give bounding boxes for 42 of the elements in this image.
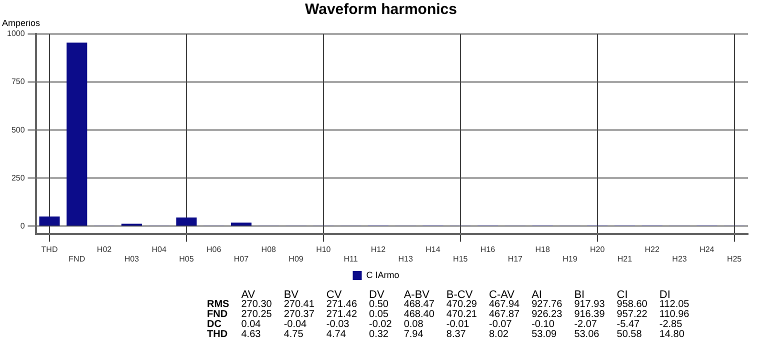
y-tick-label: 0	[20, 221, 26, 230]
x-tick-label: H13	[398, 254, 414, 264]
x-tick-label: H20	[590, 244, 606, 254]
x-tick-label: H24	[700, 244, 715, 254]
bar	[66, 42, 88, 226]
x-tick-label: H19	[562, 254, 578, 264]
x-tick-label: H06	[206, 244, 222, 254]
x-tick-label: H07	[234, 254, 250, 264]
text: DC 0.04 -0.04 -0.03 -0.02 0.08 -0.01 -0.07 -0.10 -2.07 -5.47 -2.85	[207, 319, 682, 330]
x-tick-label: H15	[453, 254, 468, 264]
x-tick-label: H08	[261, 244, 277, 254]
bar	[176, 217, 197, 226]
text: THD 4.63 4.75 4.74 0.32 7.94 8.37 8.02 53.09 53.06 50.58 14.80	[207, 329, 684, 340]
x-tick-label: H17	[508, 254, 524, 264]
chart-title: Waveform harmonics	[305, 1, 457, 18]
y-tick-label: 500	[11, 125, 26, 134]
text: RMS 270.30 270.41 271.46 0.50 468.47 470.29 467.94 927.76 917.93 958.60 112.05	[207, 299, 690, 310]
x-tick-label: H09	[288, 254, 304, 264]
x-tick-label: H04	[152, 244, 167, 254]
bar	[39, 216, 60, 226]
x-tick-label: H16	[480, 244, 496, 254]
x-tick-label: H10	[316, 244, 332, 254]
x-tick-label: H03	[124, 254, 140, 264]
x-tick-label: H18	[535, 244, 550, 254]
x-tick-label: H22	[644, 244, 660, 254]
x-tick-label: H23	[672, 254, 688, 264]
bar	[230, 222, 252, 226]
x-tick-label: H05	[179, 254, 194, 264]
x-tick-label: H12	[370, 244, 386, 254]
x-tick-label: H11	[344, 254, 358, 264]
x-tick-label: H25	[726, 254, 742, 264]
x-tick-label: H14	[426, 244, 441, 254]
y-tick-label: 250	[11, 173, 26, 182]
text: AV BV CV DV A-BV B-CV C-AV AI BI CI DI	[241, 289, 670, 301]
y-tick-label: 1000	[7, 29, 26, 38]
y-tick-label: 750	[11, 77, 26, 86]
x-tick-label: H02	[96, 244, 112, 254]
x-tick-label: FND	[68, 254, 86, 264]
legend-label: C IArmo	[366, 270, 400, 280]
x-tick-label: THD	[41, 244, 58, 254]
text: FND 270.25 270.37 271.42 0.05 468.40 470.21 467.87 926.23 916.39 957.22 110.96	[207, 309, 690, 320]
x-tick-label: H21	[617, 254, 633, 264]
